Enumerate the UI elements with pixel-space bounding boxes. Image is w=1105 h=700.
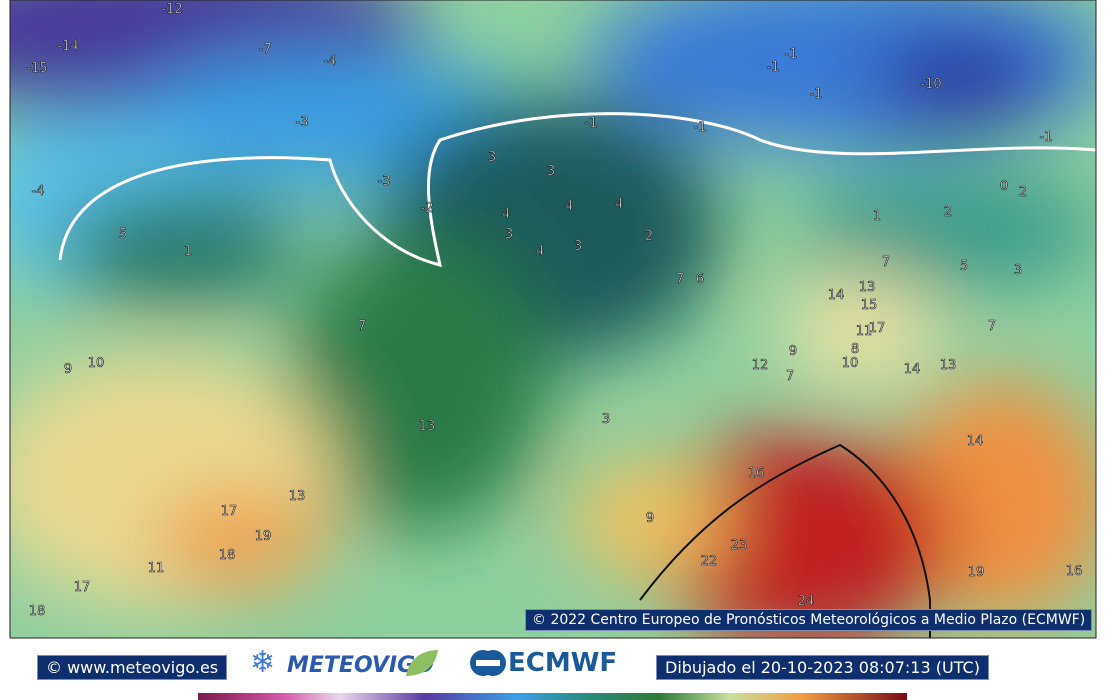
contour-label: 4 xyxy=(615,197,623,212)
contour-label: -7 xyxy=(259,42,272,57)
contour-label: -1 xyxy=(585,116,598,131)
contour-label: -1 xyxy=(1040,130,1053,145)
contour-label: 23 xyxy=(731,538,748,553)
contour-label: 15 xyxy=(861,298,878,313)
contour-label: 13 xyxy=(859,280,876,295)
contour-label: 5 xyxy=(119,227,127,242)
contour-label: 11 xyxy=(856,324,873,339)
contour-label: 3 xyxy=(574,239,582,254)
contour-label: 14 xyxy=(967,434,984,449)
ecmwf-logo xyxy=(470,650,506,676)
contour-label: -4 xyxy=(32,184,45,199)
contour-label: 17 xyxy=(869,321,886,336)
contour-label: -10 xyxy=(920,77,941,92)
contour-label: -3 xyxy=(378,174,391,189)
contour-label: 4 xyxy=(536,244,544,259)
color-bar xyxy=(198,693,907,700)
map-frame xyxy=(9,0,1097,639)
copyright: © 2022 Centro Europeo de Pronósticos Met… xyxy=(525,609,1093,631)
contour-label: 6 xyxy=(696,272,704,287)
contour-label: 24 xyxy=(798,594,815,609)
contour-label: 7 xyxy=(882,255,890,270)
contour-label: -14 xyxy=(57,39,78,54)
contour-label: 17 xyxy=(74,580,91,595)
contour-label: 19 xyxy=(255,529,272,544)
leaf-icon xyxy=(406,650,438,676)
contour-label: 7 xyxy=(358,319,366,334)
contour-label: 7 xyxy=(988,319,996,334)
contour-label: 9 xyxy=(789,344,797,359)
contour-label: 7 xyxy=(676,272,684,287)
contour-label: 0 xyxy=(1000,179,1008,194)
contour-label: 4 xyxy=(502,207,510,222)
contour-label: -4 xyxy=(324,54,337,69)
ecmwf: ECMWF xyxy=(508,648,618,678)
contour-label: 10 xyxy=(88,356,105,371)
contour-label: 13 xyxy=(419,419,436,434)
contour-label: 2 xyxy=(645,229,653,244)
contour-label: 11 xyxy=(148,561,165,576)
temperature-field xyxy=(10,0,1096,638)
contour-label: -1 xyxy=(810,87,823,102)
contour-label: 16 xyxy=(748,466,765,481)
contour-label: 16 xyxy=(1066,564,1083,579)
contour-label: 10 xyxy=(842,356,859,371)
contour-label: -2 xyxy=(421,201,434,216)
contour-label: 3 xyxy=(1014,263,1022,278)
contour-label: 3 xyxy=(547,164,555,179)
contour-label: 18 xyxy=(29,604,46,619)
contour-label: 2 xyxy=(944,205,952,220)
contour-label: 12 xyxy=(752,358,769,373)
contour-label: 2 xyxy=(1019,185,1027,200)
contour-label: -1 xyxy=(694,120,707,135)
contour-label: 22 xyxy=(701,554,718,569)
contour-label: 13 xyxy=(289,489,306,504)
contour-label: -12 xyxy=(161,2,182,17)
snowflake-icon: ❄ xyxy=(250,645,276,680)
contour-label: 14 xyxy=(828,288,845,303)
contour-label: 13 xyxy=(940,358,957,373)
contour-label: 5 xyxy=(960,259,968,274)
contour-label: -3 xyxy=(296,115,309,130)
contour-label: 3 xyxy=(602,412,610,427)
contour-label: 17 xyxy=(221,504,238,519)
contour-label: 3 xyxy=(488,150,496,165)
contour-label: 18 xyxy=(219,548,236,563)
contour-label: -1 xyxy=(785,47,798,62)
contour-label: 1 xyxy=(184,244,192,259)
contour-label: -15 xyxy=(26,61,47,76)
contour-label: 14 xyxy=(904,362,921,377)
contour-label: 19 xyxy=(968,565,985,580)
contour-label: -1 xyxy=(767,60,780,75)
contour-label: 7 xyxy=(786,369,794,384)
contour-label: 1 xyxy=(873,209,881,224)
contour-label: 3 xyxy=(505,227,513,242)
drawn-time: Dibujado el 20-10-2023 08:07:13 (UTC) xyxy=(656,655,989,680)
contour-label: 4 xyxy=(565,199,573,214)
contour-label: 8 xyxy=(851,342,859,357)
contour-label: 9 xyxy=(646,511,654,526)
contour-label: 9 xyxy=(64,362,72,377)
website: © www.meteovigo.es xyxy=(37,655,228,680)
